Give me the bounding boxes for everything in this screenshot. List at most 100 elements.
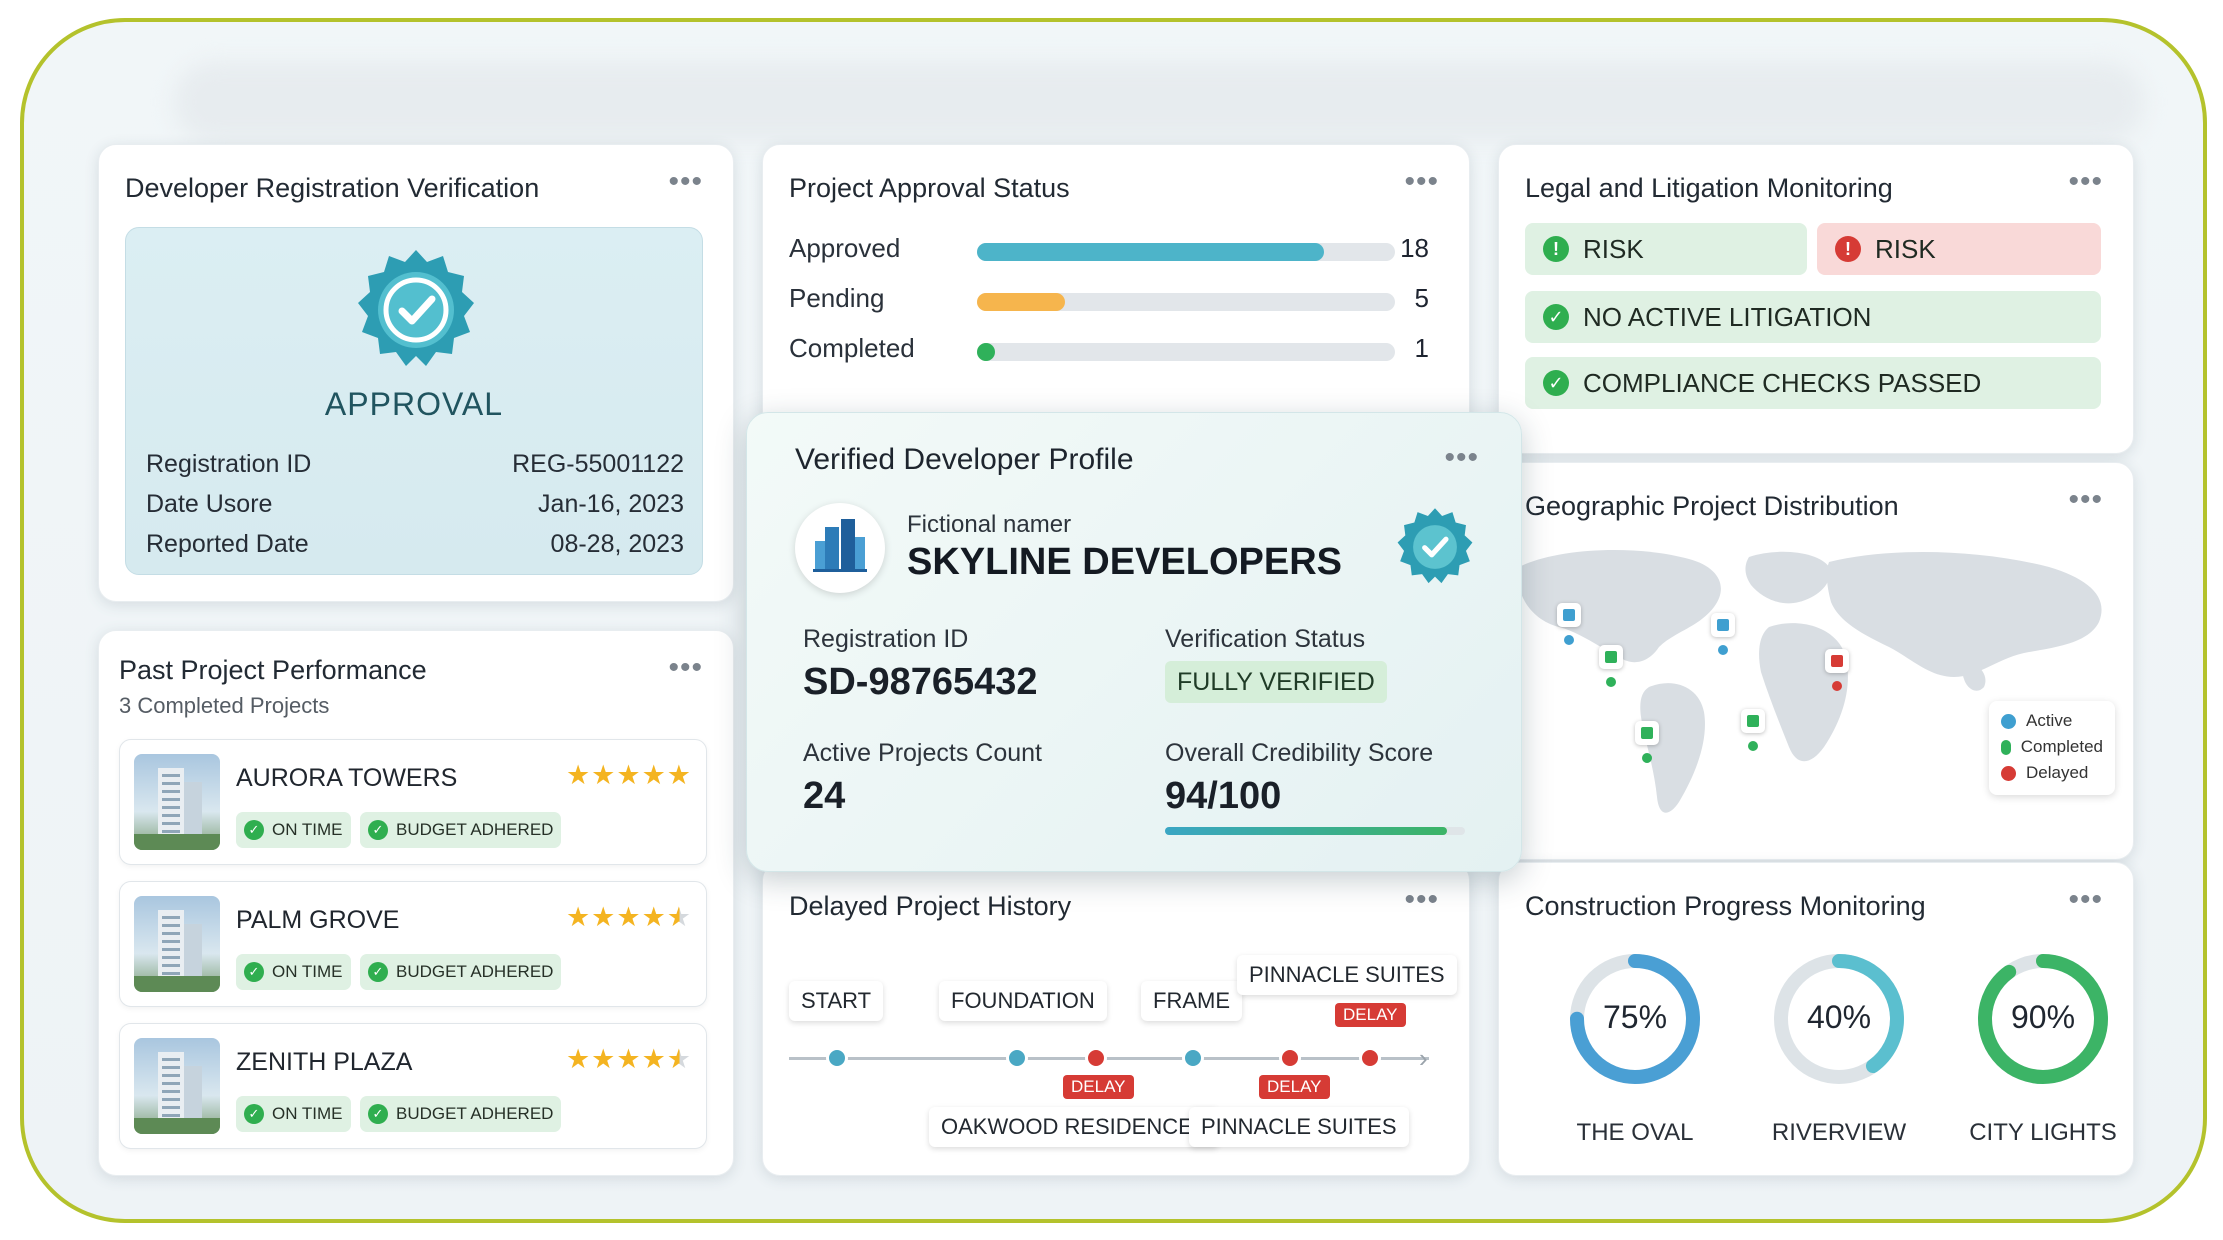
- credibility-fill: [1165, 827, 1447, 835]
- milestone-foundation: FOUNDATION: [939, 981, 1107, 1021]
- compliance-label: COMPLIANCE CHECKS PASSED: [1583, 367, 1982, 398]
- rating-stars-icon: ★★★★★: [565, 902, 692, 932]
- check-icon: ✓: [368, 962, 388, 982]
- alert-icon: !: [1835, 236, 1861, 262]
- progress-donut: 90% CITY LIGHTS: [1963, 939, 2123, 1159]
- check-icon: ✓: [368, 820, 388, 840]
- active-projects-label: Active Projects Count: [803, 739, 1042, 767]
- timeline-dot-oakwood: [1085, 1047, 1107, 1069]
- donut-value: 40%: [1806, 999, 1872, 1035]
- credibility-label: Overall Credibility Score: [1165, 739, 1434, 767]
- reported-date-label: Reported Date: [146, 530, 309, 558]
- developer-name: SKYLINE DEVELOPERS: [907, 541, 1342, 583]
- on-time-tag: ✓ ON TIME: [236, 812, 351, 848]
- project-row[interactable]: PALM GROVE ★★★★★ ✓ ON TIME ✓ BUDGET ADHERED: [119, 881, 707, 1007]
- active-projects-value: 24: [803, 775, 846, 817]
- status-track: [977, 293, 1395, 311]
- more-options-icon[interactable]: •••: [2068, 883, 2103, 916]
- rating-stars-icon: ★★★★★: [565, 760, 692, 790]
- project-name: AURORA TOWERS: [236, 764, 458, 792]
- milestone-pinnacle-top: PINNACLE SUITES: [1237, 955, 1457, 995]
- more-options-icon[interactable]: •••: [1404, 165, 1439, 198]
- legend-active-label: Active: [2026, 711, 2073, 730]
- budget-label: BUDGET ADHERED: [396, 962, 554, 981]
- reg-id-label: Registration ID: [146, 450, 312, 478]
- approval-status-card: Project Approval Status ••• Approved 18 …: [762, 144, 1470, 434]
- status-track: [977, 243, 1395, 261]
- date-usore-value: Jan-16, 2023: [538, 490, 684, 518]
- donut-ring: [1978, 954, 2108, 1084]
- building-photo: [134, 754, 220, 850]
- geo-card: Geographic Project Distribution ••• Acti…: [1498, 462, 2134, 860]
- more-options-icon[interactable]: •••: [2068, 483, 2103, 516]
- map-pin-icon[interactable]: [1635, 721, 1659, 765]
- on-time-label: ON TIME: [272, 820, 343, 839]
- more-options-icon[interactable]: •••: [668, 651, 703, 684]
- timeline-dot-pinnacle-1: [1279, 1047, 1301, 1069]
- status-fill: [977, 293, 1065, 311]
- project-name: PALM GROVE: [236, 906, 400, 934]
- project-row[interactable]: AURORA TOWERS ★★★★★ ✓ ON TIME ✓ BUDGET ADHERE…: [119, 739, 707, 865]
- more-options-icon[interactable]: •••: [2068, 165, 2103, 198]
- registration-card: Developer Registration Verification ••• …: [98, 144, 734, 602]
- legend-delayed: Delayed: [2001, 763, 2103, 783]
- donut-value: 90%: [2010, 999, 2076, 1035]
- reg-row-reported: Reported Date 08-28, 2023: [146, 530, 684, 559]
- map-pin-icon[interactable]: [1741, 709, 1765, 753]
- donut-ring: [1570, 954, 1700, 1084]
- milestone-pinnacle-bottom: PINNACLE SUITES: [1189, 1107, 1409, 1147]
- more-options-icon[interactable]: •••: [1444, 441, 1479, 474]
- legend-active: Active: [2001, 711, 2103, 731]
- map-legend: Active Completed Delayed: [1989, 701, 2115, 795]
- on-time-tag: ✓ ON TIME: [236, 1096, 351, 1132]
- compliance-pill: ✓ COMPLIANCE CHECKS PASSED: [1525, 357, 2101, 409]
- legal-card: Legal and Litigation Monitoring ••• ! RIS…: [1498, 144, 2134, 454]
- status-row-pending: Pending 5: [789, 279, 1429, 319]
- check-icon: ✓: [244, 820, 264, 840]
- status-label: Approved: [789, 233, 901, 263]
- verified-seal-icon: [1397, 508, 1473, 584]
- litigation-pill: ✓ NO ACTIVE LITIGATION: [1525, 291, 2101, 343]
- reg-id-value: SD-98765432: [803, 661, 1038, 703]
- budget-label: BUDGET ADHERED: [396, 820, 554, 839]
- status-count: 5: [1414, 283, 1429, 313]
- project-row[interactable]: ZENITH PLAZA ★★★★★ ✓ ON TIME ✓ BUDGET ADHERED: [119, 1023, 707, 1149]
- reg-row-id: Registration ID REG-55001122: [146, 450, 684, 479]
- delay-badge: DELAY: [1063, 1075, 1134, 1099]
- timeline-dot-start: [826, 1047, 848, 1069]
- dashboard-frame: Developer Registration Verification ••• …: [20, 18, 2207, 1223]
- timeline-line: [789, 1057, 1429, 1060]
- milestone-frame: FRAME: [1141, 981, 1242, 1021]
- map-pin-icon[interactable]: [1825, 649, 1849, 693]
- on-time-label: ON TIME: [272, 962, 343, 981]
- reported-date-value: 08-28, 2023: [550, 530, 684, 558]
- check-circle-icon: ✓: [1543, 304, 1569, 330]
- budget-label: BUDGET ADHERED: [396, 1104, 554, 1123]
- check-circle-icon: ✓: [1543, 370, 1569, 396]
- check-icon: ✓: [244, 1104, 264, 1124]
- building-logo-icon: [795, 503, 885, 593]
- map-pin-icon[interactable]: [1711, 613, 1735, 657]
- donut-ring: [1774, 954, 1904, 1084]
- credibility-track: [1165, 827, 1465, 835]
- legend-delayed-label: Delayed: [2026, 763, 2089, 782]
- reg-row-date: Date Usore Jan-16, 2023: [146, 490, 684, 519]
- map-pin-icon[interactable]: [1599, 645, 1623, 689]
- world-map: [1519, 549, 2102, 813]
- building-photo: [134, 896, 220, 992]
- more-options-icon[interactable]: •••: [668, 165, 703, 198]
- legal-title: Legal and Litigation Monitoring: [1525, 173, 1893, 203]
- more-options-icon[interactable]: •••: [1404, 883, 1439, 916]
- budget-tag: ✓ BUDGET ADHERED: [360, 954, 562, 990]
- delayed-swatch: [2001, 765, 2016, 781]
- timeline-dot-pinnacle-2: [1359, 1047, 1381, 1069]
- risk-low-label: RISK: [1583, 233, 1644, 264]
- delayed-history-card: Delayed Project History ••• › START FOUN…: [762, 862, 1470, 1176]
- timeline-dot-frame: [1182, 1047, 1204, 1069]
- reg-id-value: REG-55001122: [512, 450, 684, 478]
- map-pin-icon[interactable]: [1557, 603, 1581, 647]
- verification-status-badge: FULLY VERIFIED: [1165, 661, 1387, 703]
- on-time-tag: ✓ ON TIME: [236, 954, 351, 990]
- risk-low-pill: ! RISK: [1525, 223, 1807, 275]
- construction-title: Construction Progress Monitoring: [1525, 891, 1926, 921]
